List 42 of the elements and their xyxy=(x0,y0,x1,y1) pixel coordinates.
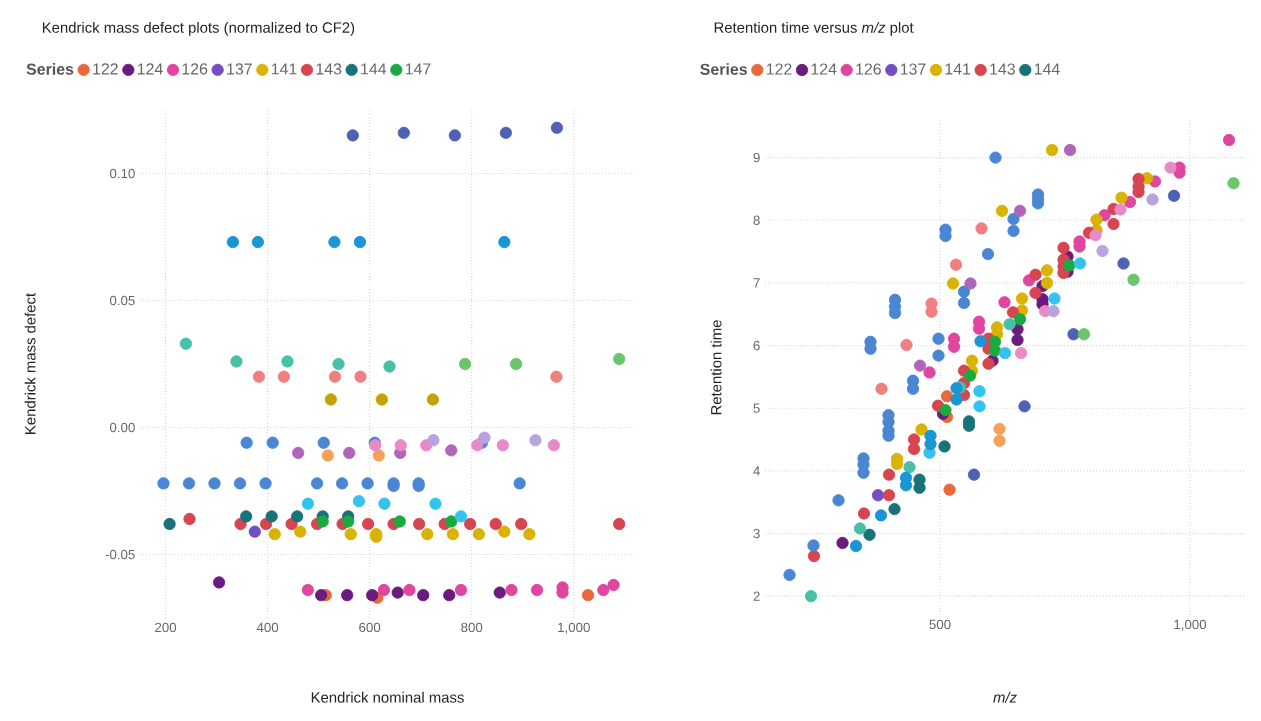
y-tick-label: 8 xyxy=(753,215,760,225)
legend-title: Series xyxy=(700,63,747,75)
chart-title: Kendrick mass defect plots (normalized to CF2) xyxy=(42,21,355,36)
x-tick-label: 500 xyxy=(929,619,951,630)
x-tick-label: 200 xyxy=(155,622,177,633)
y-tick-label: 7 xyxy=(753,278,760,288)
y-tick-label: 4 xyxy=(753,466,760,476)
legend-label: 144 xyxy=(361,63,387,75)
x-axis-title: m/z xyxy=(993,691,1017,703)
y-tick-label: 3 xyxy=(753,528,760,539)
legend-label: 124 xyxy=(811,63,837,75)
y-tick-label: 0.10 xyxy=(109,168,135,179)
y-tick-label: 2 xyxy=(753,591,760,601)
y-tick-label: 9 xyxy=(753,152,760,163)
x-tick-label: 800 xyxy=(461,622,483,633)
y-axis-title: Retention time xyxy=(710,320,722,415)
legend-label: 143 xyxy=(990,63,1015,75)
legend-label: 141 xyxy=(945,63,971,75)
x-axis-title: Kendrick nominal mass xyxy=(311,691,464,703)
chart-title: Retention time versus m/z plot xyxy=(714,21,914,36)
y-tick-label: -0.05 xyxy=(105,549,135,560)
legend-label: 147 xyxy=(405,63,431,75)
legend-label: 126 xyxy=(856,63,881,75)
legend-label: 141 xyxy=(271,63,297,75)
y-axis-title: Kendrick mass defect xyxy=(24,293,36,434)
legend-label: 144 xyxy=(1034,63,1060,75)
x-tick-label: 1,000 xyxy=(558,622,590,634)
legend-label: 124 xyxy=(137,63,163,75)
legend-label: 126 xyxy=(182,63,208,75)
legend-label: 143 xyxy=(316,63,342,75)
legend-label: 122 xyxy=(766,63,792,75)
y-tick-label: 6 xyxy=(753,340,760,351)
legend-title: Series xyxy=(26,63,74,75)
y-tick-label: 5 xyxy=(753,403,760,413)
x-tick-label: 1,000 xyxy=(1174,619,1207,631)
x-tick-label: 600 xyxy=(359,622,381,633)
y-tick-label: 0.05 xyxy=(109,295,135,306)
legend-label: 137 xyxy=(900,63,926,75)
legend-label: 137 xyxy=(227,63,252,75)
legend-label: 122 xyxy=(93,63,118,75)
x-tick-label: 400 xyxy=(256,622,279,633)
y-tick-label: 0.00 xyxy=(109,422,135,433)
